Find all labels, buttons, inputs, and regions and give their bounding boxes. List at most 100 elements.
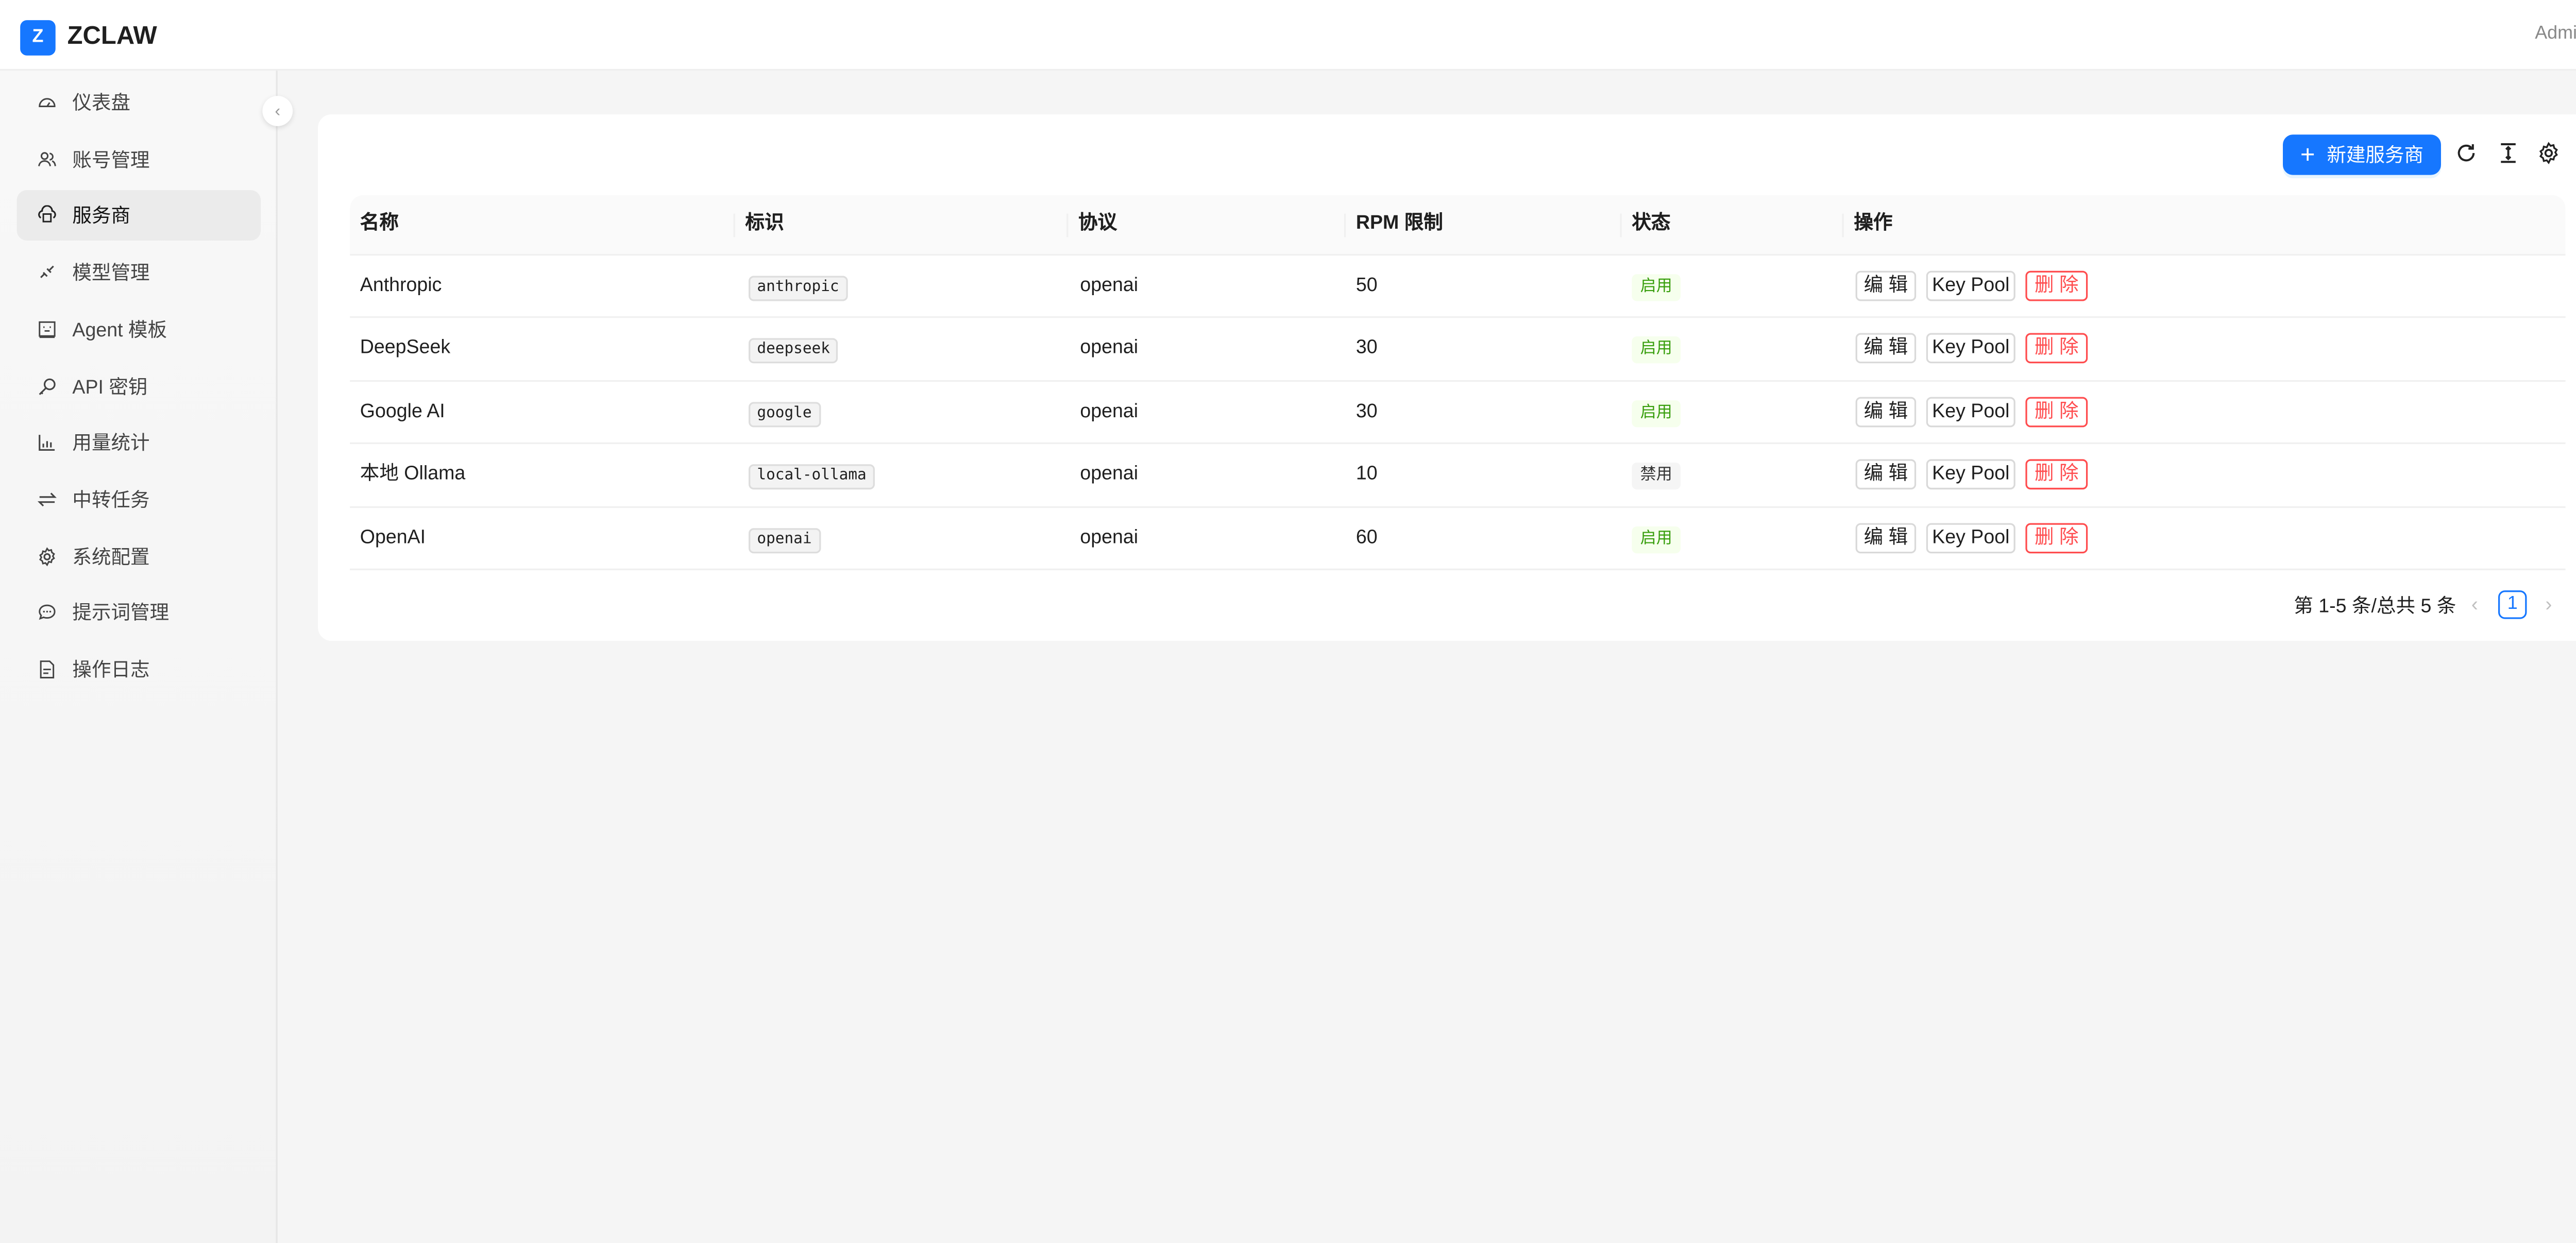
column-header: 标识	[745, 213, 784, 234]
table-row: OpenAI openai openai 60 启用 编 辑 Key Pool 删 除	[350, 507, 2566, 570]
delete-button[interactable]: 删 除	[2025, 522, 2088, 553]
rpm-limit: 30	[1355, 338, 1378, 359]
column-header: 协议	[1078, 213, 1117, 234]
user-menu[interactable]: Admin	[2535, 23, 2576, 44]
users-icon	[38, 151, 56, 166]
brand-name: ZCLAW	[67, 22, 157, 50]
key-pool-button[interactable]: Key Pool	[1926, 522, 2015, 553]
table-row: 本地 Ollama local-ollama openai 10 禁用 编 辑 Key Po…	[350, 445, 2566, 507]
provider-id: deepseek	[749, 338, 839, 364]
sidebar-item-6[interactable]: 用量统计	[17, 417, 261, 468]
settings-icon[interactable]	[2537, 141, 2561, 165]
file-icon	[40, 660, 55, 678]
edit-button[interactable]: 编 辑	[1855, 459, 1917, 490]
sidebar: 仪表盘账号管理服务商模型管理 Agent 模板 API 密钥 用量统计中转任务系统配置…	[0, 71, 278, 1243]
sidebar-item-label: 服务商	[72, 207, 131, 228]
column-divider	[1066, 213, 1069, 237]
edit-button[interactable]: 编 辑	[1855, 522, 1917, 553]
status-badge: 启用	[1632, 337, 1681, 364]
sidebar-item-label: 操作日志	[72, 661, 150, 682]
new-provider-label: 新建服务商	[2327, 146, 2424, 167]
table-row: Google AI google openai 30 启用 编 辑 Key Pool 删 除	[350, 382, 2566, 445]
provider-name: Google AI	[360, 401, 445, 422]
sidebar-item-label: Agent 模板	[72, 321, 167, 342]
density-icon[interactable]	[2497, 141, 2520, 165]
refresh-icon[interactable]	[2454, 141, 2478, 165]
key-pool-button[interactable]: Key Pool	[1926, 333, 2015, 364]
status-badge: 禁用	[1632, 463, 1681, 490]
protocol: openai	[1080, 401, 1139, 422]
column-divider	[1344, 213, 1346, 237]
delete-button[interactable]: 删 除	[2025, 396, 2088, 427]
status-badge: 启用	[1632, 274, 1681, 301]
column-header: 操作	[1854, 213, 1893, 234]
key-pool-button[interactable]: Key Pool	[1926, 396, 2015, 427]
column-header: RPM 限制	[1355, 213, 1443, 234]
protocol: openai	[1080, 338, 1139, 359]
provider-name: DeepSeek	[360, 338, 451, 359]
sidebar-item-7[interactable]: 中转任务	[17, 474, 261, 524]
rpm-limit: 50	[1355, 276, 1378, 296]
column-divider	[733, 213, 735, 237]
sidebar-item-5[interactable]: API 密钥	[17, 361, 261, 411]
sidebar-item-1[interactable]: 账号管理	[17, 134, 261, 184]
sidebar-item-3[interactable]: 模型管理	[17, 247, 261, 298]
protocol: openai	[1080, 527, 1139, 548]
pagination-summary: 第 1-5 条/总共 5 条	[2294, 597, 2456, 618]
swap-icon	[37, 492, 57, 506]
sidebar-item-4[interactable]: Agent 模板	[17, 304, 261, 354]
delete-button[interactable]: 删 除	[2025, 333, 2088, 364]
sidebar-item-label: 仪表盘	[72, 94, 131, 115]
providers-card: + 新建服务商 名称 标识 协议 RPM 限制 状态 操作 Anthropic anthro…	[318, 114, 2576, 641]
delete-button[interactable]: 删 除	[2025, 459, 2088, 490]
sidebar-item-2[interactable]: 服务商	[16, 191, 261, 242]
column-header: 状态	[1632, 213, 1671, 234]
provider-id: anthropic	[749, 276, 848, 301]
sidebar-item-label: 模型管理	[72, 264, 150, 285]
dashboard-icon	[39, 98, 56, 107]
sidebar-item-0[interactable]: 仪表盘	[17, 77, 261, 128]
template-icon	[39, 321, 56, 338]
key-pool-button[interactable]: Key Pool	[1926, 270, 2015, 301]
top-header: Z ZCLAW Admin	[0, 0, 2576, 71]
new-provider-button[interactable]: + 新建服务商	[2283, 134, 2441, 175]
provider-id: local-ollama	[749, 464, 875, 490]
key-pool-button[interactable]: Key Pool	[1926, 459, 2015, 490]
edit-button[interactable]: 编 辑	[1855, 396, 1917, 427]
sidebar-item-label: 系统配置	[72, 548, 150, 568]
sidebar-item-label: 提示词管理	[72, 604, 170, 625]
edit-button[interactable]: 编 辑	[1855, 333, 1917, 364]
sidebar-item-10[interactable]: 操作日志	[17, 644, 261, 695]
next-page-button[interactable]: ›	[2545, 592, 2552, 616]
plus-icon: +	[2300, 140, 2315, 169]
sidebar-item-9[interactable]: 提示词管理	[17, 588, 261, 638]
api-link-icon	[40, 265, 54, 279]
message-icon	[39, 605, 56, 621]
provider-name: OpenAI	[360, 527, 426, 548]
sidebar-item-label: 账号管理	[72, 150, 150, 172]
table-row: DeepSeek deepseek openai 30 启用 编 辑 Key Pool 删 除	[350, 318, 2566, 382]
provider-id: openai	[749, 527, 820, 553]
sidebar-item-8[interactable]: 系统配置	[17, 531, 261, 582]
chevron-left-icon: ‹	[275, 101, 281, 121]
collapse-sidebar-button[interactable]: ‹	[262, 96, 293, 126]
key-icon	[39, 378, 56, 395]
status-badge: 启用	[1632, 525, 1681, 553]
logo: Z	[20, 20, 56, 56]
protocol: openai	[1080, 276, 1139, 296]
protocol: openai	[1080, 464, 1139, 485]
page-1-button[interactable]: 1	[2498, 590, 2527, 619]
provider-name: Anthropic	[360, 276, 442, 296]
edit-button[interactable]: 编 辑	[1855, 270, 1917, 301]
rpm-limit: 60	[1355, 527, 1378, 548]
delete-button[interactable]: 删 除	[2025, 270, 2088, 301]
prev-page-button[interactable]: ‹	[2471, 592, 2478, 616]
column-divider	[1842, 213, 1844, 237]
sidebar-item-label: 中转任务	[72, 491, 150, 512]
sidebar-item-label: 用量统计	[72, 434, 150, 455]
sidebar-item-label: API 密钥	[72, 378, 148, 398]
bar-chart-icon	[39, 435, 55, 451]
gear-icon	[39, 546, 55, 566]
provider-name: 本地 Ollama	[360, 464, 466, 485]
status-badge: 启用	[1632, 400, 1681, 427]
